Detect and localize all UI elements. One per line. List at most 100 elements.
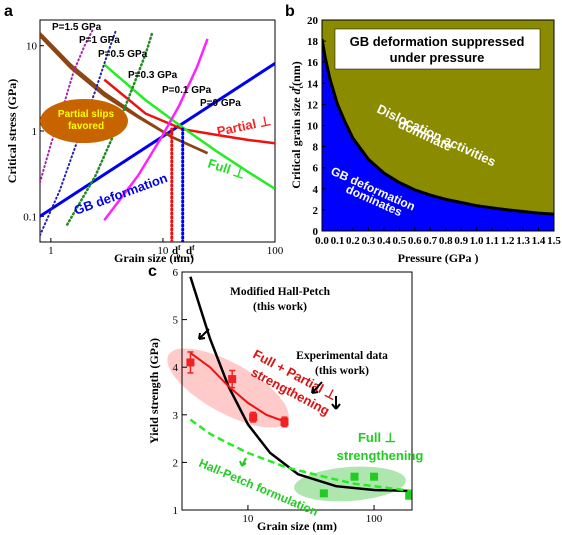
b-xtick-label: 0.5 — [392, 235, 406, 247]
panel-b-ylabel: Critical grain size dcf(nm) — [288, 61, 305, 188]
c-series-experimental-green--point — [405, 491, 412, 500]
b-ytick-label: 16 — [307, 57, 319, 69]
b-ytick-label: 8 — [313, 142, 319, 154]
c-ytick-label: 4 — [173, 362, 179, 374]
label-p-1: P=1 GPa — [79, 35, 120, 46]
c-series-experimental-green--point — [350, 472, 359, 481]
panel-a-label: a — [4, 3, 13, 20]
mhp-arrow — [198, 328, 210, 340]
a-ytick-label: 1 — [32, 126, 38, 138]
c-ytick-label: 2 — [173, 457, 179, 469]
a-series-p-0-5-gpa — [65, 31, 154, 226]
boundary-line — [322, 38, 554, 216]
exp-annotation-1: Experimental data — [296, 350, 388, 362]
exp-arrow-left — [311, 381, 323, 394]
full-annotation-1: Full ⊥ — [358, 430, 396, 445]
a-xtick-label: 1 — [48, 245, 54, 257]
b-xtick-label: 0.3 — [362, 235, 376, 247]
hp-arrow — [239, 457, 247, 467]
full-annotation: Full ⊥ — [206, 156, 247, 182]
c-series-hall-petch-formulation — [189, 418, 412, 493]
dp-marker-label: df p — [172, 244, 181, 260]
b-ytick-label: 0 — [313, 226, 319, 238]
c-ytick-label: 3 — [173, 410, 179, 422]
full-ellipse — [294, 466, 406, 502]
c-ytick-label: 1 — [173, 505, 179, 517]
c-series-experimental-green--point — [370, 472, 379, 481]
a-series-partial — [103, 78, 275, 145]
b-xtick-label: 1.2 — [501, 235, 515, 247]
a-ytick-label: 10 — [26, 41, 38, 53]
panel-b: b 0.0 0.1 0.2 0.3 0.4 0.5 0.6 0.7 0.8 0.9 1.0 1.1 1.… — [285, 3, 561, 265]
b-ytick-label: 6 — [313, 163, 319, 175]
full-annotation-2: strengthening — [337, 448, 424, 463]
a-series-p-0-3-gpa — [103, 38, 209, 221]
panel-a-ticks: 1 10 100 0.1 1 10 — [23, 41, 284, 257]
partial-slips-label-1: Partial slips — [58, 109, 115, 120]
c-series-experimental-red--point — [186, 358, 195, 367]
panel-a-xlabel: Grain size (nm) — [114, 251, 194, 265]
a-ytick-label: 0.1 — [23, 211, 37, 223]
b-xtick-label: 0.1 — [331, 235, 345, 247]
panel-b-title-line1: GB deformation suppressed — [350, 34, 525, 49]
label-p-1.5: P=1.5 GPa — [52, 22, 102, 33]
b-xtick-label: 1.1 — [485, 235, 499, 247]
b-xtick-label: 0.0 — [315, 235, 329, 247]
a-series-p-1-5-gpa — [40, 27, 95, 184]
panel-c-ticks: 10 100 1 2 3 4 5 6 — [173, 267, 383, 525]
panel-c-series — [186, 276, 412, 500]
label-p-0.1: P=0.1 GPa — [162, 85, 212, 96]
dc-marker-label: df c — [186, 244, 195, 260]
region-lower — [322, 39, 554, 231]
a-xtick-label: 10 — [157, 245, 169, 257]
gb-annotation: GB deformation — [72, 170, 169, 218]
b-xtick-label: 0.7 — [423, 235, 437, 247]
panel-b-title-box — [334, 28, 541, 70]
b-ytick-label: 4 — [313, 184, 319, 196]
c-series-experimental-red--point — [249, 413, 258, 422]
b-xtick-label: 1.0 — [470, 235, 484, 247]
mhp-annotation-1: Modified Hall-Petch — [230, 286, 331, 298]
c-series-modified-hall-petch — [189, 276, 412, 493]
b-xtick-label: 1.3 — [516, 235, 530, 247]
a-series-gb-deformation — [40, 62, 275, 218]
a-series-p-0-1-gpa — [40, 35, 209, 155]
b-ytick-label: 20 — [307, 15, 319, 27]
partial-slips-ellipse — [40, 99, 128, 143]
c-ytick-label: 6 — [173, 267, 179, 279]
b-ytick-label: 18 — [307, 36, 319, 48]
b-xtick-label: 0.6 — [408, 235, 422, 247]
panel-c-xlabel: Grain size (nm) — [257, 519, 337, 533]
partial-annotation: Partial ⊥ — [216, 113, 273, 139]
panel-b-title-line2: under pressure — [390, 50, 485, 65]
panel-c-label: c — [148, 263, 157, 280]
panel-c-ylabel: Yield strength (GPa) — [147, 338, 161, 444]
c-series-full-partial-fit — [189, 352, 287, 423]
panel-a-ylabel: Critical stress (GPa) — [5, 79, 19, 183]
exp-annotation-2: (this work) — [315, 365, 369, 377]
b-xtick-label: 0.9 — [454, 235, 468, 247]
panel-a: a 1 10 100 0.1 1 10 Critical stress (GPa) Gra… — [4, 3, 284, 265]
panel-b-label: b — [285, 3, 295, 20]
c-series-experimental-red--point — [280, 417, 289, 426]
label-p-0.3: P=0.3 GPa — [128, 70, 178, 81]
b-xtick-label: 0.2 — [346, 235, 360, 247]
panel-a-series — [40, 27, 275, 242]
partial-slips-label-2: favored — [68, 121, 104, 132]
c-ytick-label: 5 — [173, 315, 179, 327]
label-p-0: P=0 GPa — [200, 98, 241, 109]
b-ytick-label: 14 — [307, 78, 319, 90]
b-ytick-label: 10 — [307, 121, 319, 133]
c-xtick-label: 10 — [242, 513, 254, 525]
mhp-annotation-2: (this work) — [253, 301, 307, 313]
b-xtick-label: 0.4 — [377, 235, 391, 247]
b-xtick-label: 0.8 — [439, 235, 453, 247]
a-xtick-label: 100 — [267, 245, 284, 257]
panel-b-xlabel: Pressure (GPa ) — [398, 251, 479, 265]
panel-b-ticks: 0.0 0.1 0.2 0.3 0.4 0.5 0.6 0.7 0.8 0.9 1.0 1.1 1.2 1… — [307, 15, 561, 247]
exp-arrow-down — [331, 396, 341, 410]
panel-c-frame — [181, 271, 413, 511]
b-ytick-label: 2 — [313, 205, 319, 217]
b-ytick-label: 12 — [307, 99, 319, 111]
